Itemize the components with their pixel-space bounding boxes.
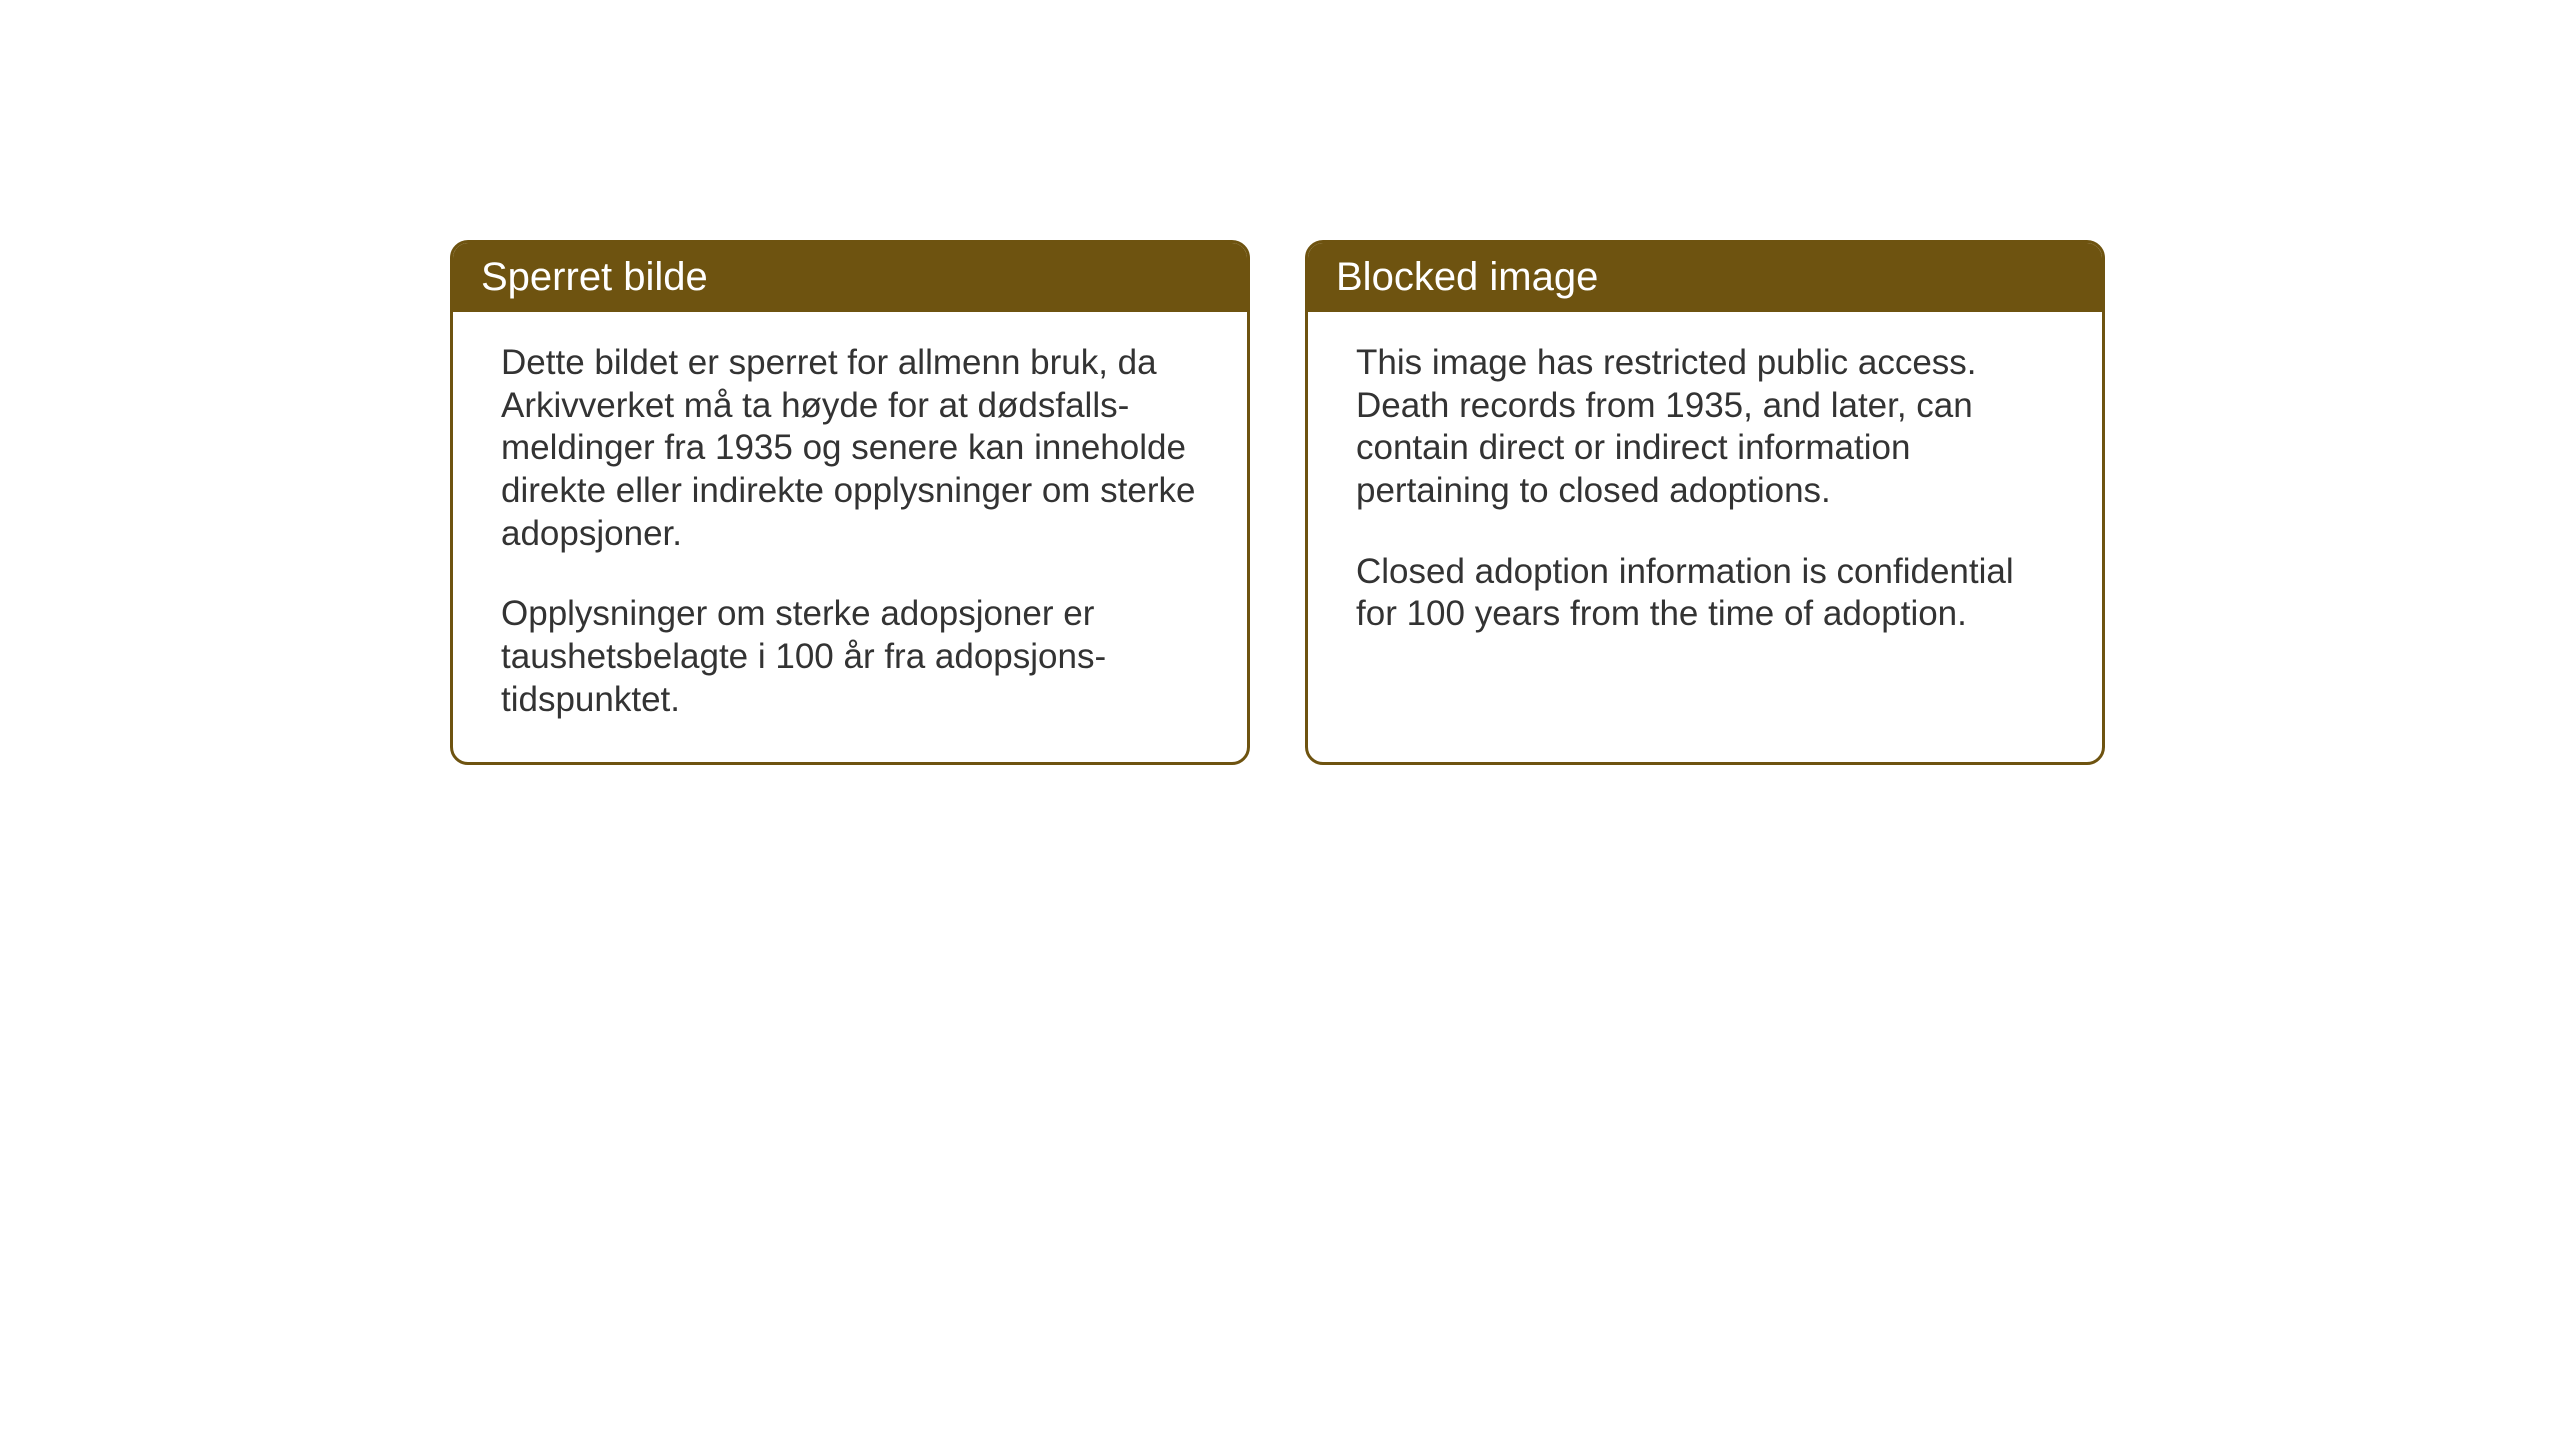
card-title: Blocked image: [1336, 255, 1598, 299]
card-header-english: Blocked image: [1308, 243, 2102, 312]
card-paragraph: Opplysninger om sterke adopsjoner er tau…: [501, 593, 1199, 721]
card-title: Sperret bilde: [481, 255, 708, 299]
card-header-norwegian: Sperret bilde: [453, 243, 1247, 312]
card-body-norwegian: Dette bildet er sperret for allmenn bruk…: [453, 312, 1247, 762]
notice-card-norwegian: Sperret bilde Dette bildet er sperret fo…: [450, 240, 1250, 765]
card-body-english: This image has restricted public access.…: [1308, 312, 2102, 722]
card-paragraph: Closed adoption information is confident…: [1356, 551, 2054, 636]
notice-card-english: Blocked image This image has restricted …: [1305, 240, 2105, 765]
card-paragraph: Dette bildet er sperret for allmenn bruk…: [501, 342, 1199, 555]
notice-cards-container: Sperret bilde Dette bildet er sperret fo…: [450, 240, 2105, 765]
card-paragraph: This image has restricted public access.…: [1356, 342, 2054, 513]
